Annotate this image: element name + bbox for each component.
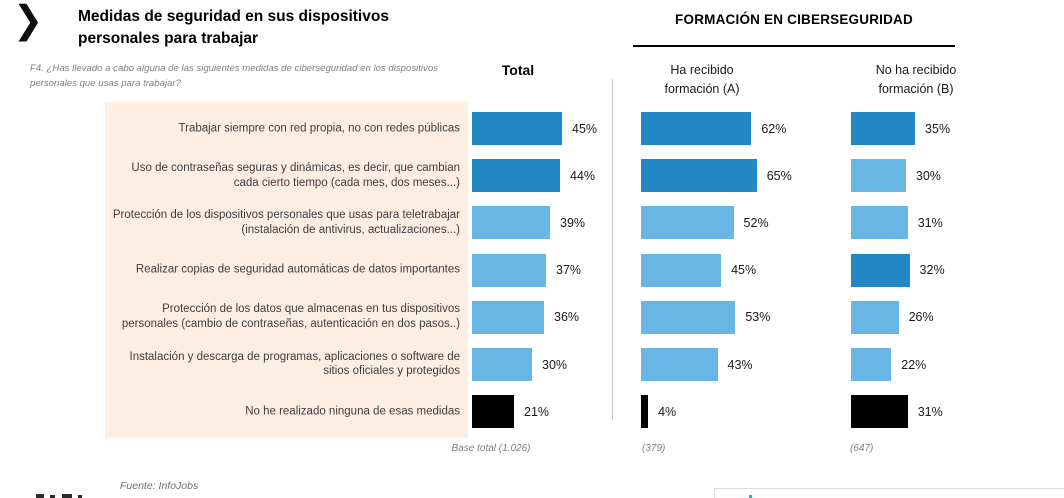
bar-trained <box>641 112 752 145</box>
bar-value: 30% <box>915 168 941 183</box>
category-label: Instalación y descarga de programas, apl… <box>129 350 461 378</box>
bar-value: 44% <box>570 168 596 183</box>
bar-trained <box>641 206 734 240</box>
bar-untrained <box>851 112 916 145</box>
bar-trained <box>641 395 649 429</box>
bar-total <box>472 206 550 240</box>
bar-value: 36% <box>554 310 580 325</box>
cutoff-text-fragment <box>62 494 72 498</box>
bar-value: 30% <box>542 357 568 372</box>
bar-value: 52% <box>743 215 769 230</box>
category-label: Protección de los dispositivos personale… <box>112 208 460 236</box>
bar-total <box>472 112 562 145</box>
category-label: Uso de contraseñas seguras y dinámicas, … <box>131 161 460 189</box>
bar-value: 62% <box>761 121 787 136</box>
base-trained-label: (379) <box>642 443 666 454</box>
base-untrained-label: (647) <box>850 443 874 454</box>
bar-total <box>472 395 514 429</box>
bar-total <box>472 348 532 381</box>
category-panel <box>105 102 468 438</box>
cutoff-text-fragment <box>36 494 44 498</box>
bar-value: 45% <box>731 263 757 278</box>
bar-value: 39% <box>560 215 586 230</box>
bar-untrained <box>851 395 908 429</box>
bar-value: 21% <box>524 404 550 419</box>
bar-untrained <box>851 159 906 193</box>
category-label: Trabajar siempre con red propia, no con … <box>178 122 460 135</box>
bar-value: 22% <box>901 357 927 372</box>
column-divider <box>612 79 613 420</box>
bar-total <box>472 253 546 287</box>
bar-value: 26% <box>908 310 934 325</box>
bar-trained <box>641 300 736 334</box>
source-note: Fuente: InfoJobs <box>120 480 199 492</box>
bar-value: 37% <box>556 263 582 278</box>
page-title: Medidas de seguridad en sus dispositivos… <box>78 8 389 48</box>
bar-value: 32% <box>919 263 945 278</box>
bar-value: 31% <box>917 215 943 230</box>
column-header-trained: Ha recibido formación (A) <box>664 63 740 96</box>
bar-value: 35% <box>925 121 951 136</box>
cutoff-card-dot <box>749 495 752 498</box>
bar-untrained <box>851 348 892 381</box>
cutoff-text-fragment <box>50 495 55 498</box>
bar-trained <box>641 159 757 193</box>
base-total-label: Base total (1.026) <box>451 443 531 454</box>
bar-value: 53% <box>745 310 771 325</box>
column-header-untrained: No ha recibido formación (B) <box>875 63 957 96</box>
bar-total <box>472 159 560 193</box>
bar-value: 45% <box>572 121 598 136</box>
bar-untrained <box>851 253 910 287</box>
survey-question: F4. ¿Has llevado a cabo alguna de las si… <box>30 63 438 89</box>
category-label: Protección de los datos que almacenas en… <box>121 303 460 331</box>
category-label: No he realizado ninguna de esas medidas <box>245 405 460 418</box>
bar-trained <box>641 348 718 381</box>
bar-trained <box>641 253 722 287</box>
bar-value: 65% <box>766 168 792 183</box>
category-label: Realizar copias de seguridad automáticas… <box>135 263 460 276</box>
group-header: FORMACIÓN EN CIBERSEGURIDAD <box>675 12 913 27</box>
chevron-right-icon: ❯ <box>13 0 44 41</box>
cutoff-card <box>714 488 1064 498</box>
cutoff-text-fragment <box>78 495 82 498</box>
bar-untrained <box>851 206 908 240</box>
bar-value: 31% <box>917 404 943 419</box>
bar-untrained <box>851 300 899 334</box>
bar-value: 4% <box>658 404 677 419</box>
column-header-total: Total <box>501 62 535 78</box>
bar-value: 43% <box>727 357 753 372</box>
bar-total <box>472 300 544 334</box>
group-header-underline <box>633 45 955 47</box>
